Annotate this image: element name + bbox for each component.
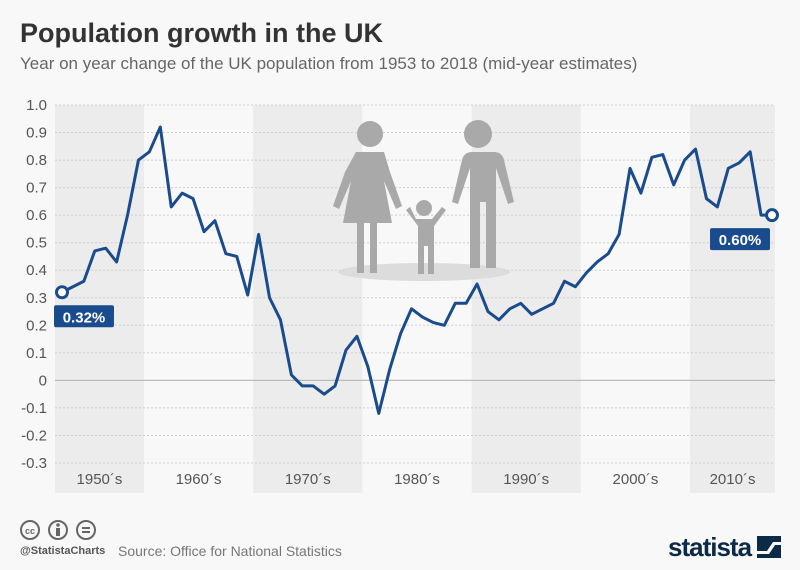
attribution-icon (48, 520, 68, 540)
statista-handle: @StatistaCharts (20, 545, 106, 557)
y-tick-label: 0.2 (26, 317, 47, 334)
decade-label: 1960´s (176, 471, 222, 488)
y-tick-label: 0.3 (26, 290, 47, 307)
statista-logo: statista (668, 532, 782, 563)
decade-label: 1950´s (77, 471, 123, 488)
endpoint-marker (765, 208, 779, 223)
no-derivatives-icon (76, 520, 96, 540)
y-tick-label: 0.6 (26, 207, 47, 224)
decade-band (690, 105, 775, 493)
y-tick-label: 0.5 (26, 235, 47, 252)
chart-title: Population growth in the UK (20, 18, 383, 48)
population-growth-line (61, 125, 772, 415)
y-tick-label: 0 (39, 372, 47, 389)
logo-text: statista (668, 532, 752, 562)
decade-band (55, 105, 144, 493)
y-tick-label: 0.8 (26, 152, 47, 169)
y-tick-label: 0.4 (26, 262, 47, 279)
y-tick-label: -0.2 (21, 427, 47, 444)
decade-label: 1980´s (394, 471, 440, 488)
decade-label: 1990´s (503, 471, 549, 488)
decade-label: 2000´s (613, 471, 659, 488)
source-text: Source: Office for National Statistics (118, 543, 342, 559)
value-label: 0.32% (63, 309, 106, 326)
y-tick-label: 0.9 (26, 125, 47, 142)
decade-label: 2010´s (710, 471, 756, 488)
value-label-box (54, 305, 114, 328)
value-label: 0.60% (719, 232, 762, 249)
license-icons: cc (20, 519, 100, 546)
endpoint-marker (55, 285, 69, 300)
y-tick-label: -0.1 (21, 400, 47, 417)
svg-text:cc: cc (25, 526, 35, 536)
statista-logo-icon (757, 536, 782, 558)
chart-subtitle: Year on year change of the UK population… (20, 54, 638, 73)
y-tick-label: 0.1 (26, 345, 47, 362)
family-illustration (333, 120, 514, 281)
creative-commons-icon: cc (20, 520, 40, 540)
y-tick-label: 0.7 (26, 180, 47, 197)
y-tick-label: 1.0 (26, 97, 47, 114)
value-label-box (710, 228, 770, 251)
decade-label: 1970´s (285, 471, 331, 488)
y-tick-label: -0.3 (21, 455, 47, 472)
